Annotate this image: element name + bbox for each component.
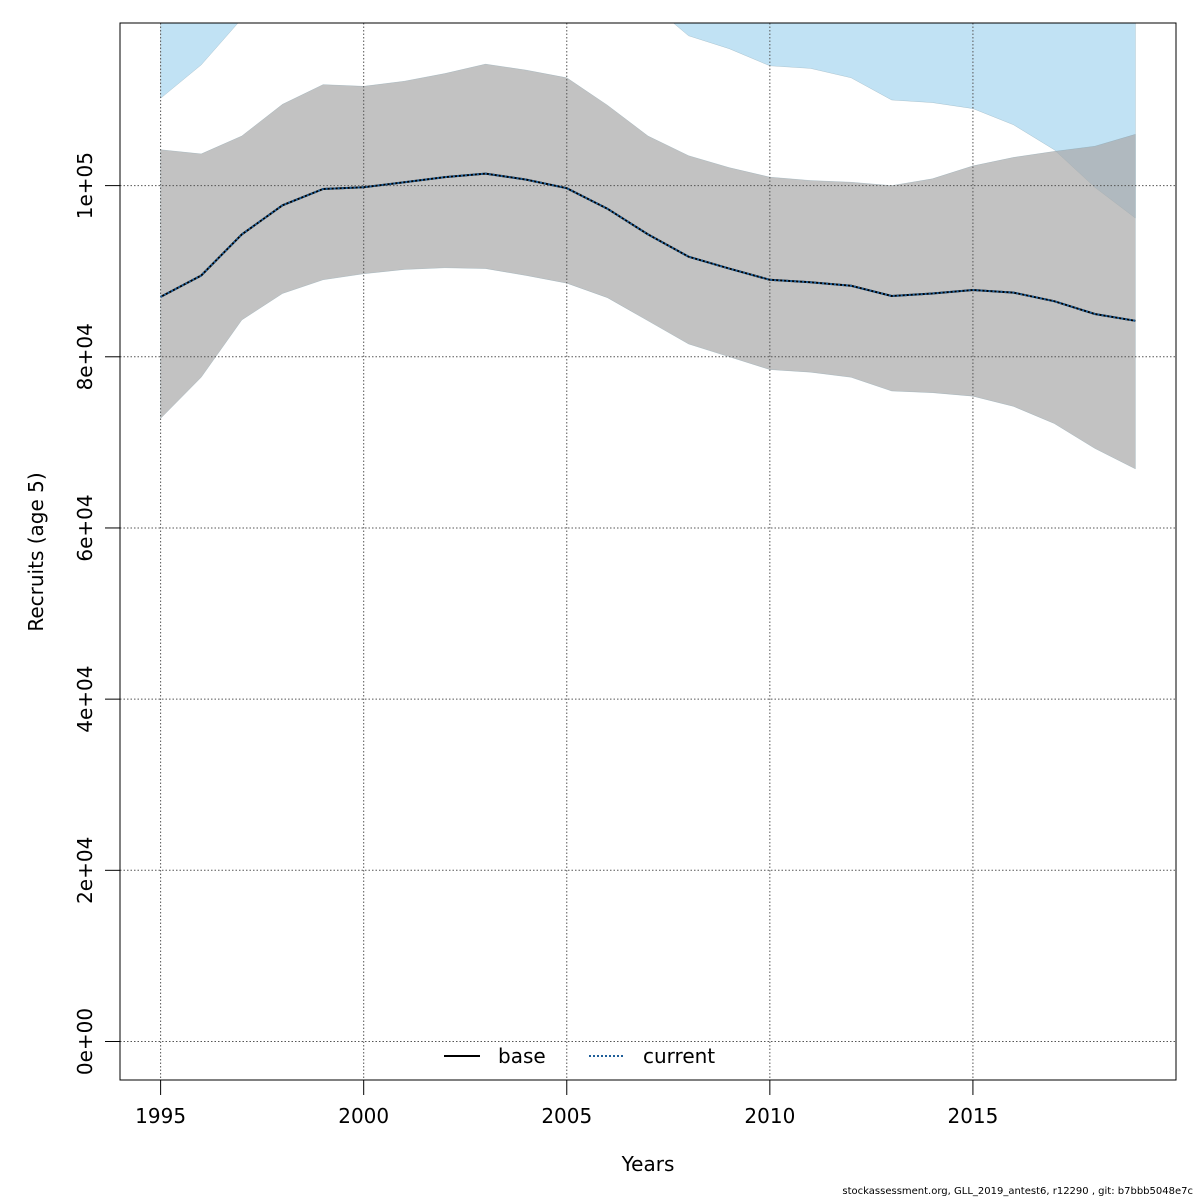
- footer-credit: stockassessment.org, GLL_2019_antest6, r…: [842, 1186, 1193, 1197]
- x-axis-title: Years: [621, 1152, 675, 1176]
- x-tick-label-2015: 2015: [947, 1104, 998, 1128]
- legend-label-current: current: [643, 1044, 715, 1068]
- x-axis: 1995 2000 2005 2010 2015: [135, 1079, 998, 1128]
- confidence-bands: [160, 23, 1136, 470]
- y-tick-label-20000: 2e+04: [73, 837, 97, 904]
- x-tick-label-2000: 2000: [338, 1104, 389, 1128]
- grid-lines: [120, 23, 1176, 1080]
- band-base: [160, 63, 1136, 470]
- x-tick-label-2010: 2010: [744, 1104, 795, 1128]
- y-axis: 0e+00 2e+04 4e+04 6e+04 8e+04 1e+05: [73, 152, 121, 1075]
- y-tick-label-40000: 4e+04: [73, 665, 97, 732]
- y-tick-label-60000: 6e+04: [73, 494, 97, 561]
- y-tick-label-80000: 8e+04: [73, 323, 97, 390]
- y-axis-title: Recruits (age 5): [24, 472, 48, 631]
- series-lines: [160, 172, 1136, 322]
- x-tick-label-1995: 1995: [135, 1104, 186, 1128]
- y-tick-label-100000: 1e+05: [73, 152, 97, 219]
- line-current: [160, 172, 1136, 322]
- x-tick-label-2005: 2005: [541, 1104, 592, 1128]
- y-tick-label-0: 0e+00: [73, 1008, 97, 1075]
- legend-label-base: base: [498, 1044, 546, 1068]
- legend: base current: [444, 1044, 715, 1068]
